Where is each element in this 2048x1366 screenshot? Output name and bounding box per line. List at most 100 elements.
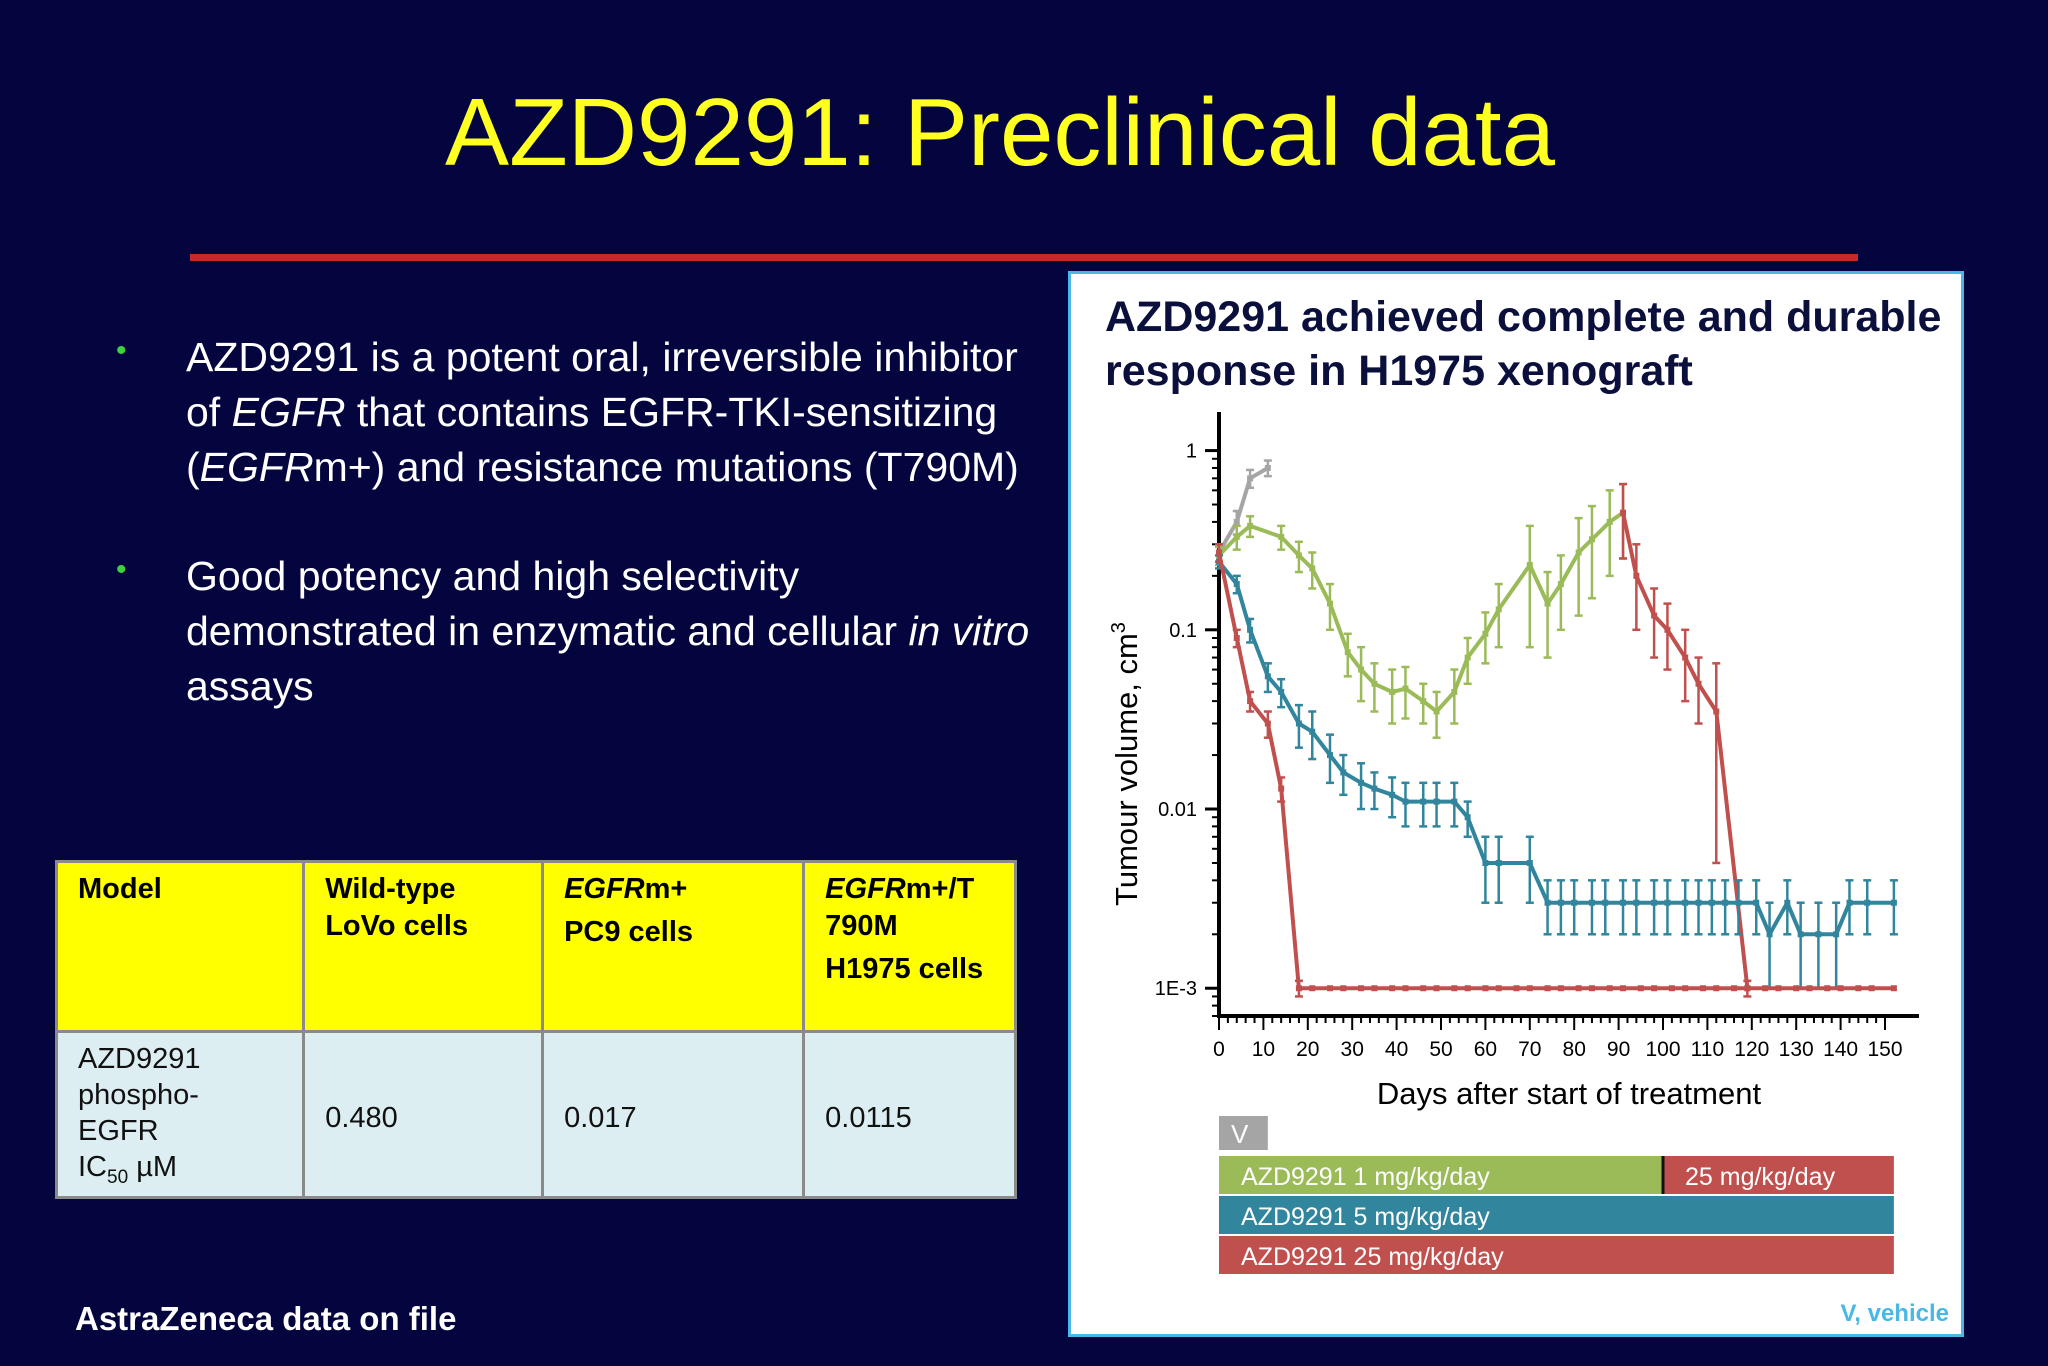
- bullet-text: Good potency and high selectivity demons…: [186, 549, 1040, 714]
- table-cell: 0.017: [541, 1030, 806, 1199]
- x-tick-label: 0: [1213, 1038, 1225, 1061]
- data-point: [1451, 798, 1458, 805]
- x-tick-label: 90: [1607, 1038, 1630, 1061]
- data-point: [1575, 549, 1582, 556]
- x-tick-label: 70: [1518, 1038, 1541, 1061]
- data-point: [1695, 680, 1702, 687]
- data-point: [1731, 985, 1738, 992]
- table-header-cell: EGFRm+ PC9 cells: [541, 860, 806, 1033]
- data-point: [1495, 606, 1502, 613]
- data-point: [1699, 985, 1706, 992]
- data-point: [1309, 728, 1316, 735]
- x-tick-label: 140: [1823, 1038, 1858, 1061]
- x-tick-label: 20: [1296, 1038, 1319, 1061]
- x-tick-label: 30: [1341, 1038, 1364, 1061]
- bullet-run: in vitro: [908, 608, 1030, 654]
- data-point: [1651, 985, 1658, 992]
- chart-title: AZD9291 achieved complete and durable re…: [1105, 293, 1942, 395]
- data-point: [1371, 680, 1378, 687]
- x-tick-label: 80: [1563, 1038, 1586, 1061]
- potency-table: Model Wild-type LoVo cells EGFRm+ PC9 ce…: [54, 860, 1017, 1199]
- data-point: [1713, 708, 1720, 715]
- slide-title: AZD9291: Preclinical data: [445, 79, 1555, 186]
- x-tick-label: 150: [1867, 1038, 1902, 1061]
- data-point: [1606, 985, 1613, 992]
- chart-panel: AZD9291 achieved complete and durable re…: [1068, 271, 1964, 1337]
- data-point: [1420, 798, 1427, 805]
- data-point: [1544, 985, 1551, 992]
- data-point: [1784, 899, 1791, 906]
- bullet-run: AZD9291 is a potent oral, irreversible i…: [186, 334, 1018, 435]
- data-point: [1264, 720, 1271, 727]
- data-point: [1264, 464, 1271, 471]
- table-header-row: Model Wild-type LoVo cells EGFRm+ PC9 ce…: [54, 860, 1017, 1033]
- data-point: [1389, 791, 1396, 798]
- series-line: [1217, 466, 1269, 554]
- data-point: [1451, 688, 1458, 695]
- data-point: [1766, 931, 1773, 938]
- data-point: [1668, 985, 1675, 992]
- bullet-item: • Good potency and high selectivity demo…: [110, 549, 1040, 714]
- data-point: [1247, 698, 1254, 705]
- dosing-bar: [1219, 1116, 1268, 1150]
- dosing-bar-label: AZD9291 1 mg/kg/day: [1241, 1163, 1490, 1191]
- title-divider: [190, 254, 1858, 261]
- data-point: [1722, 899, 1729, 906]
- series-line: [1217, 560, 1894, 937]
- data-point: [1793, 985, 1800, 992]
- data-point: [1664, 626, 1671, 633]
- y-axis-label-superscript: 3: [1108, 622, 1130, 633]
- data-point: [1464, 985, 1471, 992]
- data-point: [1637, 985, 1644, 992]
- table-cell: 0.0115: [802, 1030, 1017, 1199]
- dosing-bar: [1219, 1156, 1663, 1194]
- data-point: [1753, 899, 1760, 906]
- data-point: [1233, 581, 1240, 588]
- table-header-cell: EGFRm+/T 790M H1975 cells: [802, 860, 1017, 1033]
- data-point: [1544, 600, 1551, 607]
- bullet-dot-icon: •: [116, 334, 127, 367]
- data-point: [1433, 798, 1440, 805]
- tumour-volume-chart: 1E-30.010.110 10 20 30 40 50 60 70 80 90 100 110 120…: [1108, 412, 1919, 1274]
- data-point: [1247, 626, 1254, 633]
- data-point: [1451, 985, 1458, 992]
- data-point: [1744, 985, 1751, 992]
- data-point: [1833, 931, 1840, 938]
- data-point: [1855, 985, 1862, 992]
- table-cell: AZD9291 phospho- EGFR IC50 µM: [54, 1030, 306, 1199]
- dosing-bar-label: AZD9291 25 mg/kg/day: [1241, 1243, 1504, 1271]
- series-line: [1217, 511, 1625, 714]
- data-point: [1402, 685, 1409, 692]
- data-point: [1327, 985, 1333, 992]
- data-point: [1824, 985, 1831, 992]
- data-point: [1890, 985, 1897, 992]
- table-header-cell: Model: [54, 860, 306, 1033]
- data-point: [1420, 698, 1427, 705]
- dosing-bar-label: 25 mg/kg/day: [1685, 1163, 1836, 1191]
- data-point: [1837, 985, 1844, 992]
- dosing-bar: [1663, 1156, 1894, 1194]
- y-axis-label-text: Tumour volume, cm: [1109, 633, 1144, 906]
- data-point: [1682, 654, 1689, 661]
- data-point: [1402, 798, 1409, 805]
- data-point: [1571, 899, 1578, 906]
- data-point: [1358, 666, 1365, 673]
- y-tick-label: 0.01: [1158, 799, 1197, 821]
- bullet-dot-icon: •: [116, 553, 127, 586]
- data-point: [1557, 985, 1564, 992]
- x-tick-label: 130: [1779, 1038, 1814, 1061]
- data-point: [1544, 899, 1551, 906]
- x-tick-label: 120: [1734, 1038, 1769, 1061]
- bullet-list: • AZD9291 is a potent oral, irreversible…: [110, 330, 1040, 768]
- dosing-bar-label: V: [1231, 1119, 1249, 1149]
- data-point: [1482, 630, 1489, 637]
- data-point: [1433, 985, 1440, 992]
- series-line: [1621, 512, 1750, 989]
- data-source: AstraZeneca data on file: [75, 1300, 457, 1337]
- data-point: [1633, 899, 1640, 906]
- data-point: [1588, 899, 1595, 906]
- data-point: [1233, 635, 1240, 642]
- data-point: [1526, 859, 1533, 866]
- dosing-bar-label: AZD9291 5 mg/kg/day: [1241, 1203, 1490, 1231]
- data-point: [1620, 509, 1627, 516]
